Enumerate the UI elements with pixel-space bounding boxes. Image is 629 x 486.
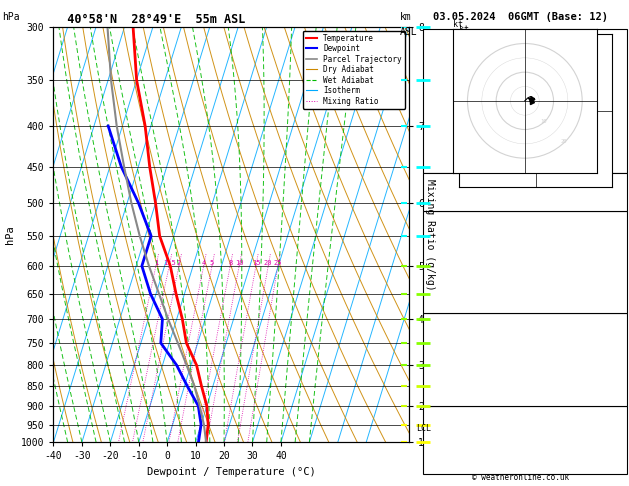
Text: 20: 20 bbox=[560, 139, 567, 144]
Bar bbox=[423, 211, 627, 313]
Text: PW (cm): PW (cm) bbox=[430, 200, 466, 209]
Text: Lifted Index: Lifted Index bbox=[430, 273, 493, 281]
Text: EH: EH bbox=[430, 422, 440, 431]
Text: Totals Totals: Totals Totals bbox=[430, 188, 498, 196]
Bar bbox=[423, 29, 627, 173]
Text: 0: 0 bbox=[615, 394, 620, 402]
Text: SREH: SREH bbox=[430, 435, 450, 444]
Text: 6: 6 bbox=[615, 273, 620, 281]
Text: 2: 2 bbox=[177, 260, 181, 266]
Y-axis label: Mixing Ratio (g/kg): Mixing Ratio (g/kg) bbox=[425, 179, 435, 290]
Text: 4: 4 bbox=[201, 260, 206, 266]
Text: kt: kt bbox=[459, 25, 469, 34]
Text: 40°58'N  28°49'E  55m ASL: 40°58'N 28°49'E 55m ASL bbox=[53, 13, 246, 26]
X-axis label: Dewpoint / Temperature (°C): Dewpoint / Temperature (°C) bbox=[147, 467, 316, 477]
Text: hPa: hPa bbox=[2, 12, 19, 22]
Text: 4: 4 bbox=[615, 363, 620, 372]
Text: K: K bbox=[430, 174, 435, 184]
Bar bbox=[423, 406, 627, 474]
Text: θₑ (K): θₑ (K) bbox=[430, 347, 461, 356]
Text: Dewp (°C): Dewp (°C) bbox=[430, 243, 477, 252]
Text: 750: 750 bbox=[604, 332, 620, 341]
Text: 13.7: 13.7 bbox=[599, 229, 620, 238]
Text: CAPE (J): CAPE (J) bbox=[430, 287, 471, 296]
Text: Most Unstable: Most Unstable bbox=[491, 317, 559, 326]
Text: 20: 20 bbox=[264, 260, 272, 266]
Text: 11: 11 bbox=[610, 243, 620, 252]
Text: 24: 24 bbox=[610, 435, 620, 444]
Text: 16: 16 bbox=[610, 422, 620, 431]
Text: 25: 25 bbox=[610, 174, 620, 184]
Bar bbox=[423, 173, 627, 211]
Text: 0: 0 bbox=[615, 378, 620, 387]
Text: CIN (J): CIN (J) bbox=[430, 302, 466, 311]
Text: km: km bbox=[400, 12, 412, 22]
Text: θₑ(K): θₑ(K) bbox=[430, 258, 455, 267]
Text: 309: 309 bbox=[604, 258, 620, 267]
Y-axis label: hPa: hPa bbox=[6, 225, 15, 244]
Text: 10: 10 bbox=[540, 119, 547, 123]
Text: 0: 0 bbox=[615, 302, 620, 311]
Text: Surface: Surface bbox=[506, 214, 543, 223]
Text: ASL: ASL bbox=[400, 27, 418, 37]
Text: 2.23: 2.23 bbox=[599, 200, 620, 209]
Text: LCL: LCL bbox=[416, 424, 431, 433]
Text: Lifted Index: Lifted Index bbox=[430, 363, 493, 372]
Text: 11: 11 bbox=[610, 463, 620, 471]
Text: CIN (J): CIN (J) bbox=[430, 394, 466, 402]
Text: 10: 10 bbox=[235, 260, 243, 266]
Text: Temp (°C): Temp (°C) bbox=[430, 229, 477, 238]
Text: 1.5: 1.5 bbox=[163, 260, 175, 266]
Text: CAPE (J): CAPE (J) bbox=[430, 378, 471, 387]
Text: StmSpd (kt): StmSpd (kt) bbox=[430, 463, 487, 471]
Text: 20: 20 bbox=[490, 143, 496, 148]
Text: 312: 312 bbox=[604, 347, 620, 356]
Text: 5: 5 bbox=[210, 260, 214, 266]
Text: 315°: 315° bbox=[599, 449, 620, 458]
Text: 45: 45 bbox=[610, 188, 620, 196]
Text: 15: 15 bbox=[252, 260, 260, 266]
Text: Hodograph: Hodograph bbox=[501, 408, 548, 417]
Text: 0: 0 bbox=[615, 287, 620, 296]
Text: StmDir: StmDir bbox=[430, 449, 461, 458]
Text: Pressure (mb): Pressure (mb) bbox=[430, 332, 498, 341]
Text: kt: kt bbox=[453, 20, 463, 29]
Text: 25: 25 bbox=[274, 260, 282, 266]
Text: 1: 1 bbox=[154, 260, 158, 266]
Legend: Temperature, Dewpoint, Parcel Trajectory, Dry Adiabat, Wet Adiabat, Isotherm, Mi: Temperature, Dewpoint, Parcel Trajectory… bbox=[303, 31, 405, 109]
Text: © weatheronline.co.uk: © weatheronline.co.uk bbox=[472, 473, 569, 482]
Text: 30: 30 bbox=[474, 162, 481, 167]
Text: 8: 8 bbox=[228, 260, 232, 266]
Bar bbox=[423, 313, 627, 406]
Text: 03.05.2024  06GMT (Base: 12): 03.05.2024 06GMT (Base: 12) bbox=[433, 12, 608, 22]
